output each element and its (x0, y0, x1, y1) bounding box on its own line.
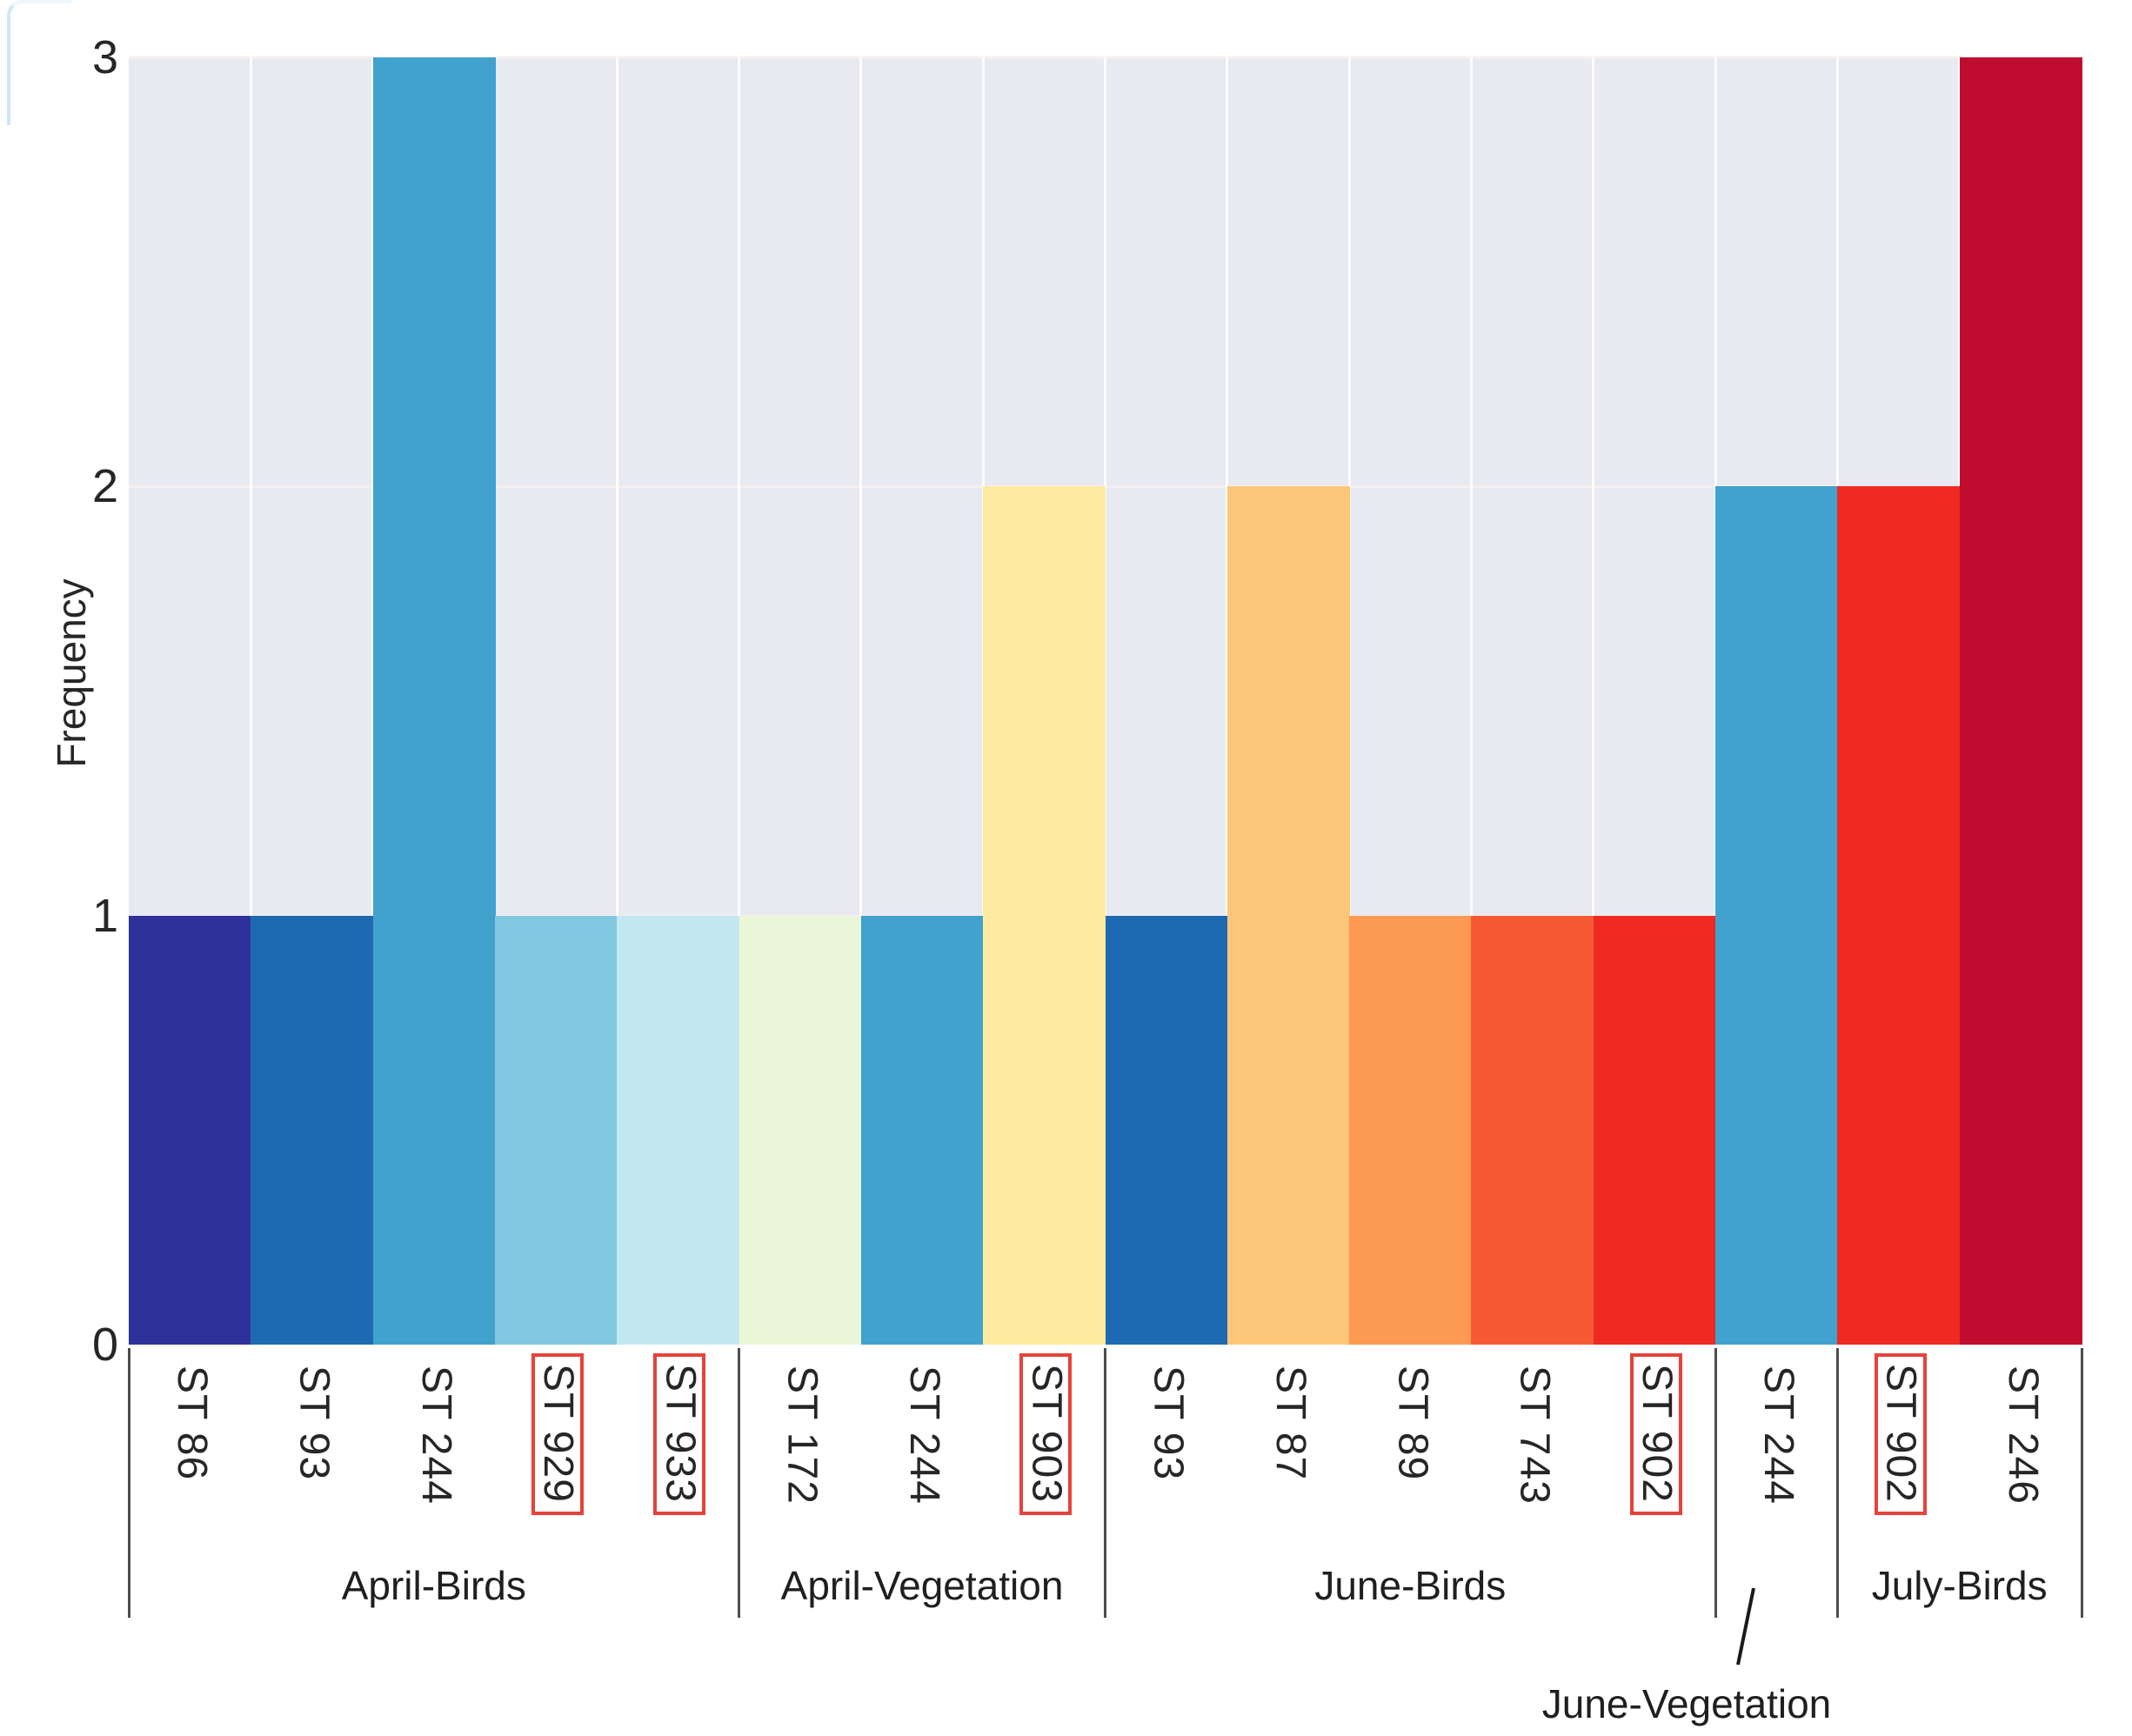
bar-st-89-10 (1349, 915, 1473, 1345)
x-tick-label-10: ST 89 (1389, 1365, 1436, 1481)
bar-st-902-12 (1593, 915, 1716, 1345)
v-gridline (738, 57, 741, 1345)
bar-st-246-15 (1959, 57, 2082, 1345)
group-label-april-vegetation: April-Vegetation (780, 1563, 1064, 1608)
y-tick-label-0: 0 (91, 1319, 118, 1371)
x-tick-label-0: ST 86 (169, 1365, 216, 1481)
v-gridline (1469, 57, 1473, 1345)
bar-st-172-5 (739, 915, 862, 1345)
x-tick-label-9: ST 87 (1267, 1365, 1313, 1481)
group-divider (1835, 1348, 1839, 1618)
x-tick-label-11: ST 743 (1511, 1365, 1558, 1505)
x-tick-label-6: ST 244 (901, 1365, 948, 1505)
bar-st-743-11 (1471, 915, 1594, 1345)
group-label-june-birds: June-Birds (1314, 1563, 1507, 1608)
v-gridline (859, 57, 863, 1345)
bar-st-93-1 (251, 915, 374, 1345)
v-gridline (1592, 57, 1595, 1345)
x-tick-label-5: ST 172 (779, 1365, 825, 1505)
bar-st-93-8 (1105, 915, 1228, 1345)
panel-corner-fragment (7, 0, 71, 125)
x-tick-label-boxed-12: ST 902 (1629, 1353, 1682, 1515)
group-divider (738, 1348, 741, 1618)
x-tick-label-1: ST 93 (291, 1365, 338, 1481)
y-tick-label-1: 1 (91, 889, 118, 942)
bar-st-86-0 (129, 915, 251, 1345)
callout-leader-line (1736, 1587, 1755, 1666)
x-tick-label-boxed-7: ST 903 (1019, 1353, 1073, 1515)
y-tick-label-3: 3 (91, 31, 118, 83)
x-tick-label-boxed-14: ST 902 (1874, 1353, 1927, 1515)
bar-st-902-14 (1837, 486, 1961, 1345)
plot-area (129, 57, 2082, 1345)
x-tick-label-2: ST 244 (412, 1365, 459, 1505)
x-tick-label-15: ST 246 (1999, 1365, 2046, 1505)
group-divider (2080, 1348, 2083, 1618)
y-tick-label-2: 2 (91, 460, 118, 513)
bar-st-87-9 (1226, 486, 1350, 1345)
v-gridline (615, 57, 618, 1345)
v-gridline (249, 57, 252, 1345)
bar-st-929-3 (494, 915, 618, 1345)
x-tick-label-boxed-3: ST 929 (531, 1353, 585, 1515)
x-tick-label-boxed-4: ST 933 (653, 1353, 706, 1515)
bar-st-244-6 (860, 915, 984, 1345)
x-tick-label-13: ST 244 (1755, 1365, 1802, 1505)
group-divider (1104, 1348, 1106, 1618)
june-vegetation-callout-label: June-Vegetation (1541, 1681, 1832, 1726)
bar-st-244-2 (372, 57, 496, 1345)
bar-st-244-13 (1715, 486, 1838, 1345)
group-divider (1714, 1348, 1717, 1618)
group-divider (127, 1348, 130, 1618)
group-label-july-birds: July-Birds (1871, 1563, 2048, 1608)
y-axis-title: Frequency (49, 578, 94, 768)
bar-st-903-7 (983, 486, 1106, 1345)
x-tick-label-8: ST 93 (1145, 1365, 1192, 1481)
group-label-april-birds: April-Birds (341, 1563, 526, 1608)
bar-st-933-4 (617, 915, 740, 1345)
